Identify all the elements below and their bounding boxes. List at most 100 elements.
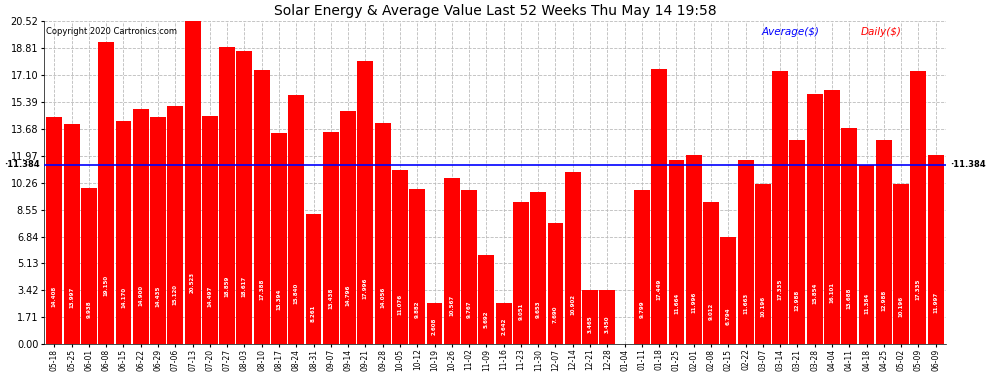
Bar — [184, 21, 201, 344]
Text: 13.394: 13.394 — [276, 288, 281, 310]
Text: 14.796: 14.796 — [346, 285, 350, 306]
Text: 7.690: 7.690 — [553, 306, 558, 323]
Bar — [686, 155, 702, 344]
Text: 0.008: 0.008 — [622, 325, 627, 342]
Text: ·11.384: ·11.384 — [950, 160, 986, 170]
Bar — [772, 71, 788, 344]
Text: 18.617: 18.617 — [242, 276, 247, 297]
Bar — [513, 202, 529, 344]
Text: 2.608: 2.608 — [432, 318, 437, 335]
Text: 8.261: 8.261 — [311, 304, 316, 322]
Bar — [911, 71, 927, 344]
Text: 10.196: 10.196 — [899, 296, 904, 317]
Bar — [807, 94, 823, 344]
Title: Solar Energy & Average Value Last 52 Weeks Thu May 14 19:58: Solar Energy & Average Value Last 52 Wee… — [273, 4, 717, 18]
Text: 13.688: 13.688 — [846, 288, 851, 309]
Bar — [237, 51, 252, 344]
Text: 5.692: 5.692 — [484, 310, 489, 328]
Bar — [375, 123, 391, 344]
Bar — [531, 192, 546, 344]
Text: 14.497: 14.497 — [207, 286, 213, 307]
Bar — [547, 223, 563, 344]
Text: 14.056: 14.056 — [380, 287, 385, 308]
Text: 11.076: 11.076 — [397, 294, 403, 315]
Bar — [357, 60, 373, 344]
Bar — [288, 94, 304, 344]
Text: 9.799: 9.799 — [640, 300, 644, 318]
Text: 19.150: 19.150 — [104, 275, 109, 296]
Text: Average($): Average($) — [761, 27, 819, 37]
Bar — [721, 237, 737, 344]
Bar — [202, 116, 218, 344]
Bar — [789, 140, 806, 344]
Bar — [703, 202, 719, 344]
Text: Copyright 2020 Cartronics.com: Copyright 2020 Cartronics.com — [46, 27, 177, 36]
Text: 2.642: 2.642 — [501, 318, 506, 335]
Bar — [893, 184, 909, 344]
Text: 17.388: 17.388 — [259, 279, 264, 300]
Text: 18.859: 18.859 — [225, 275, 230, 297]
Bar — [219, 47, 235, 344]
Bar — [668, 160, 684, 344]
Text: 9.882: 9.882 — [415, 300, 420, 318]
Text: 11.663: 11.663 — [743, 292, 748, 314]
Text: 12.988: 12.988 — [881, 289, 886, 310]
Text: 16.101: 16.101 — [830, 282, 835, 303]
Bar — [47, 117, 62, 344]
Text: 12.988: 12.988 — [795, 289, 800, 310]
Text: 10.196: 10.196 — [760, 296, 765, 317]
Bar — [392, 170, 408, 344]
Bar — [63, 124, 79, 344]
Text: 10.902: 10.902 — [570, 294, 575, 315]
Text: 15.840: 15.840 — [294, 282, 299, 304]
Bar — [478, 255, 494, 344]
Bar — [842, 129, 857, 344]
Bar — [461, 190, 477, 344]
Text: 9.767: 9.767 — [466, 300, 471, 318]
Text: 9.051: 9.051 — [519, 303, 524, 320]
Bar — [444, 178, 459, 344]
Bar — [167, 106, 183, 344]
Text: 6.794: 6.794 — [726, 308, 731, 325]
Bar — [306, 214, 322, 344]
Text: 17.996: 17.996 — [363, 277, 368, 298]
Bar — [858, 165, 874, 344]
Text: 11.996: 11.996 — [691, 292, 696, 313]
Text: 17.449: 17.449 — [656, 279, 661, 300]
Text: 13.438: 13.438 — [329, 288, 334, 309]
Text: 13.997: 13.997 — [69, 287, 74, 308]
Bar — [133, 110, 148, 344]
Text: 9.012: 9.012 — [709, 303, 714, 320]
Bar — [651, 69, 667, 344]
Text: Daily($): Daily($) — [860, 27, 901, 37]
Bar — [634, 190, 649, 344]
Bar — [323, 132, 339, 344]
Bar — [98, 42, 114, 344]
Bar — [599, 290, 615, 344]
Text: 15.120: 15.120 — [173, 285, 178, 306]
Bar — [738, 160, 753, 344]
Bar — [253, 70, 269, 344]
Bar — [876, 140, 892, 344]
Text: 10.567: 10.567 — [449, 295, 454, 316]
Text: 17.335: 17.335 — [777, 279, 783, 300]
Text: 14.435: 14.435 — [155, 286, 160, 307]
Text: 14.900: 14.900 — [139, 285, 144, 306]
Bar — [271, 133, 287, 344]
Text: 9.938: 9.938 — [86, 300, 91, 318]
Bar — [928, 155, 943, 344]
Bar — [582, 290, 598, 344]
Bar — [409, 189, 425, 344]
Text: 20.523: 20.523 — [190, 272, 195, 293]
Bar — [496, 303, 512, 344]
Bar — [341, 111, 356, 344]
Bar — [427, 303, 443, 344]
Bar — [565, 172, 581, 344]
Bar — [116, 121, 132, 344]
Text: 11.384: 11.384 — [864, 293, 869, 314]
Text: 15.854: 15.854 — [812, 282, 817, 304]
Text: 11.664: 11.664 — [674, 292, 679, 314]
Bar — [755, 184, 771, 344]
Text: 3.465: 3.465 — [587, 315, 593, 333]
Bar — [150, 117, 166, 344]
